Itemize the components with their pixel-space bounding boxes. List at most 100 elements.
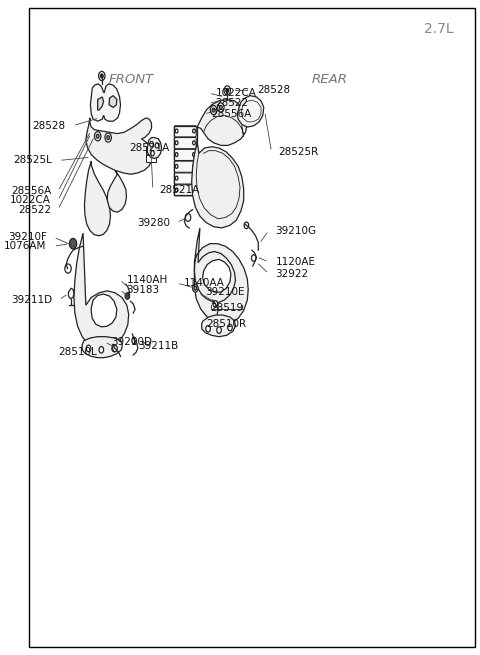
Text: 28521A: 28521A — [160, 185, 200, 195]
Text: 39211D: 39211D — [11, 295, 52, 305]
Circle shape — [192, 153, 195, 157]
Circle shape — [125, 293, 130, 299]
Circle shape — [155, 143, 159, 148]
Circle shape — [100, 74, 103, 78]
Circle shape — [217, 327, 221, 333]
Circle shape — [206, 326, 210, 332]
FancyBboxPatch shape — [174, 173, 196, 184]
Text: 32922: 32922 — [276, 269, 309, 279]
PathPatch shape — [98, 97, 104, 110]
PathPatch shape — [107, 170, 126, 212]
Circle shape — [192, 176, 195, 180]
Bar — [145, 147, 156, 154]
Text: 28522: 28522 — [18, 204, 51, 215]
PathPatch shape — [90, 84, 120, 121]
Circle shape — [224, 86, 230, 95]
PathPatch shape — [203, 259, 231, 292]
Circle shape — [210, 105, 217, 115]
Circle shape — [219, 105, 222, 109]
Text: 39183: 39183 — [126, 284, 159, 295]
Circle shape — [175, 188, 178, 192]
Circle shape — [95, 132, 101, 141]
Circle shape — [212, 108, 215, 112]
PathPatch shape — [86, 118, 153, 174]
PathPatch shape — [192, 143, 244, 228]
Text: REAR: REAR — [312, 73, 348, 86]
Circle shape — [86, 345, 91, 352]
Circle shape — [175, 129, 178, 133]
Text: 28556A: 28556A — [211, 109, 251, 119]
Text: 28528: 28528 — [257, 85, 290, 96]
Circle shape — [175, 164, 178, 168]
Text: 28522: 28522 — [216, 98, 249, 109]
PathPatch shape — [82, 337, 122, 358]
Circle shape — [65, 264, 71, 273]
Circle shape — [132, 337, 136, 344]
Text: 39210G: 39210G — [276, 225, 317, 236]
Circle shape — [185, 214, 191, 221]
Circle shape — [150, 141, 153, 147]
Text: 28525R: 28525R — [278, 147, 319, 157]
Circle shape — [194, 286, 197, 290]
Text: 39211B: 39211B — [138, 341, 178, 351]
Circle shape — [99, 346, 104, 353]
Text: 39280: 39280 — [137, 217, 170, 228]
Circle shape — [192, 188, 195, 192]
Text: 1140AH: 1140AH — [126, 274, 168, 285]
Circle shape — [151, 151, 154, 156]
PathPatch shape — [74, 233, 129, 350]
Text: FRONT: FRONT — [108, 73, 154, 86]
FancyBboxPatch shape — [174, 185, 196, 196]
Text: 39210E: 39210E — [205, 287, 245, 297]
Circle shape — [112, 345, 116, 352]
Circle shape — [107, 136, 109, 140]
Text: 28521A: 28521A — [130, 143, 170, 153]
Circle shape — [98, 71, 105, 81]
Text: 1120AE: 1120AE — [276, 257, 316, 267]
PathPatch shape — [69, 288, 74, 299]
Text: 28556A: 28556A — [11, 186, 51, 196]
Circle shape — [192, 129, 195, 133]
Circle shape — [175, 141, 178, 145]
Text: 28525L: 28525L — [13, 155, 52, 166]
Text: 2.7L: 2.7L — [424, 22, 454, 37]
Text: 39210D: 39210D — [111, 337, 152, 347]
Circle shape — [113, 345, 117, 352]
Circle shape — [175, 176, 178, 180]
PathPatch shape — [202, 315, 236, 337]
Text: 28510R: 28510R — [206, 318, 246, 329]
Circle shape — [105, 133, 111, 142]
Circle shape — [252, 255, 256, 261]
PathPatch shape — [197, 100, 247, 145]
Circle shape — [213, 301, 217, 307]
PathPatch shape — [84, 161, 110, 236]
Circle shape — [192, 164, 195, 168]
Text: 28519: 28519 — [210, 303, 243, 313]
Bar — [145, 155, 156, 162]
Circle shape — [192, 284, 198, 292]
PathPatch shape — [91, 294, 117, 327]
FancyBboxPatch shape — [174, 126, 196, 137]
Circle shape — [175, 153, 178, 157]
FancyBboxPatch shape — [174, 161, 196, 172]
Text: 28528: 28528 — [33, 121, 66, 131]
FancyBboxPatch shape — [174, 138, 196, 149]
Circle shape — [192, 141, 195, 145]
Circle shape — [244, 222, 249, 229]
Circle shape — [70, 238, 77, 249]
Text: 28510L: 28510L — [58, 346, 97, 357]
Text: 39210F: 39210F — [8, 232, 47, 242]
Text: 1076AM: 1076AM — [4, 241, 47, 252]
PathPatch shape — [194, 228, 248, 325]
FancyBboxPatch shape — [174, 149, 196, 160]
PathPatch shape — [109, 96, 117, 107]
Circle shape — [226, 88, 228, 92]
Circle shape — [217, 103, 224, 112]
PathPatch shape — [237, 96, 264, 127]
Circle shape — [228, 324, 232, 331]
Text: 1022CA: 1022CA — [216, 88, 256, 98]
PathPatch shape — [147, 138, 162, 159]
Circle shape — [96, 134, 99, 138]
Text: 1022CA: 1022CA — [10, 195, 51, 206]
Text: 1140AA: 1140AA — [183, 278, 224, 288]
